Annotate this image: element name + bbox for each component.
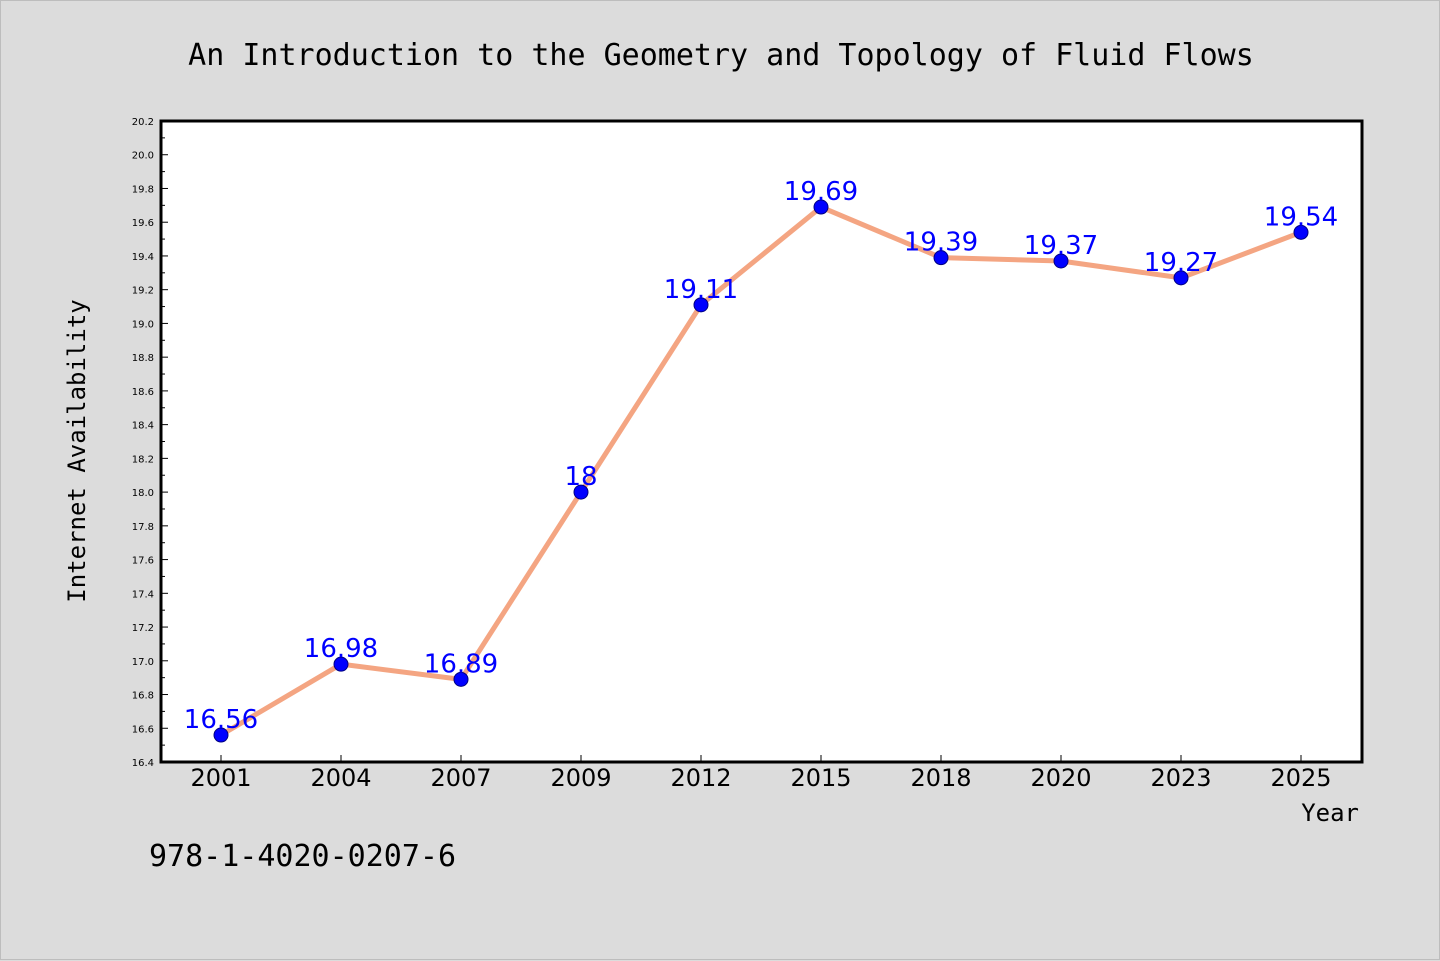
data-label: 19.37 xyxy=(1024,231,1098,261)
series-line xyxy=(218,204,1304,738)
y-tick-label: 17.6 xyxy=(132,556,154,567)
series-line-group xyxy=(218,204,1304,738)
x-axis-label: Year xyxy=(1301,799,1359,827)
y-tick-label: 17.2 xyxy=(132,623,154,634)
data-point-marker xyxy=(1293,224,1309,240)
data-label: 19.11 xyxy=(664,275,738,305)
data-label: 16.56 xyxy=(184,705,258,735)
x-tick-label: 2004 xyxy=(310,764,371,792)
data-label: 19.39 xyxy=(904,228,978,258)
data-point-marker xyxy=(573,484,589,500)
data-point-marker xyxy=(1173,270,1189,286)
data-label: 19.27 xyxy=(1144,248,1218,278)
y-tick-label: 20.0 xyxy=(132,151,154,162)
y-tick-label: 16.8 xyxy=(132,691,154,702)
data-label: 19.69 xyxy=(784,177,858,207)
y-tick-label: 19.0 xyxy=(132,319,154,330)
isbn-annotation: 978-1-4020-0207-6 xyxy=(149,839,456,874)
y-tick-label: 18.8 xyxy=(132,353,154,364)
chart-title: An Introduction to the Geometry and Topo… xyxy=(188,38,1254,73)
data-point-marker xyxy=(1053,253,1069,269)
x-tick-label: 2015 xyxy=(790,764,851,792)
data-point-marker xyxy=(693,297,709,313)
data-label: 19.54 xyxy=(1264,202,1338,232)
y-tick-label: 17.8 xyxy=(132,522,154,533)
y-tick-label: 19.4 xyxy=(132,252,154,263)
data-label: 16.89 xyxy=(424,649,498,679)
y-tick-label: 18.0 xyxy=(132,488,154,499)
x-tick-label: 2001 xyxy=(190,764,251,792)
y-tick-label: 17.0 xyxy=(132,657,154,668)
data-label: 16.98 xyxy=(304,634,378,664)
data-label-group: 16.56 16.98 16.89 18 19.11 19.69 19.39 19.37 19.… xyxy=(184,177,1338,735)
data-label: 18 xyxy=(564,462,597,492)
y-tick-label: 18.2 xyxy=(132,454,154,465)
plot-area xyxy=(159,119,1364,764)
data-point-marker xyxy=(813,199,829,215)
x-axis: 2001 2004 2007 2009 2012 2015 2018 2020 2023 2025 xyxy=(190,755,1332,792)
y-tick-label: 20.2 xyxy=(132,117,154,128)
y-tick-label: 16.4 xyxy=(132,758,154,769)
y-tick-label: 18.6 xyxy=(132,387,154,398)
x-tick-label: 2020 xyxy=(1030,764,1091,792)
y-tick-label: 16.6 xyxy=(132,724,154,735)
y-tick-label: 19.8 xyxy=(132,184,154,195)
x-tick-label: 2009 xyxy=(550,764,611,792)
x-tick-label: 2025 xyxy=(1270,764,1331,792)
x-tick-label: 2007 xyxy=(430,764,491,792)
x-tick-label: 2012 xyxy=(670,764,731,792)
data-point-marker xyxy=(333,656,349,672)
x-tick-label: 2023 xyxy=(1150,764,1211,792)
data-point-marker xyxy=(213,727,229,743)
y-tick-label: 19.6 xyxy=(132,218,154,229)
y-axis: 16.4 16.6 16.8 17.0 17.2 17.4 17.6 17.8 18.0 18.2… xyxy=(132,117,168,769)
y-axis-label: Internet Availability xyxy=(63,299,91,602)
series-marker-group xyxy=(213,199,1309,743)
y-tick-label: 19.2 xyxy=(132,286,154,297)
y-tick-label: 18.4 xyxy=(132,421,154,432)
y-tick-label: 17.4 xyxy=(132,589,154,600)
data-point-marker xyxy=(453,671,469,687)
x-tick-label: 2018 xyxy=(910,764,971,792)
data-point-marker xyxy=(933,250,949,266)
